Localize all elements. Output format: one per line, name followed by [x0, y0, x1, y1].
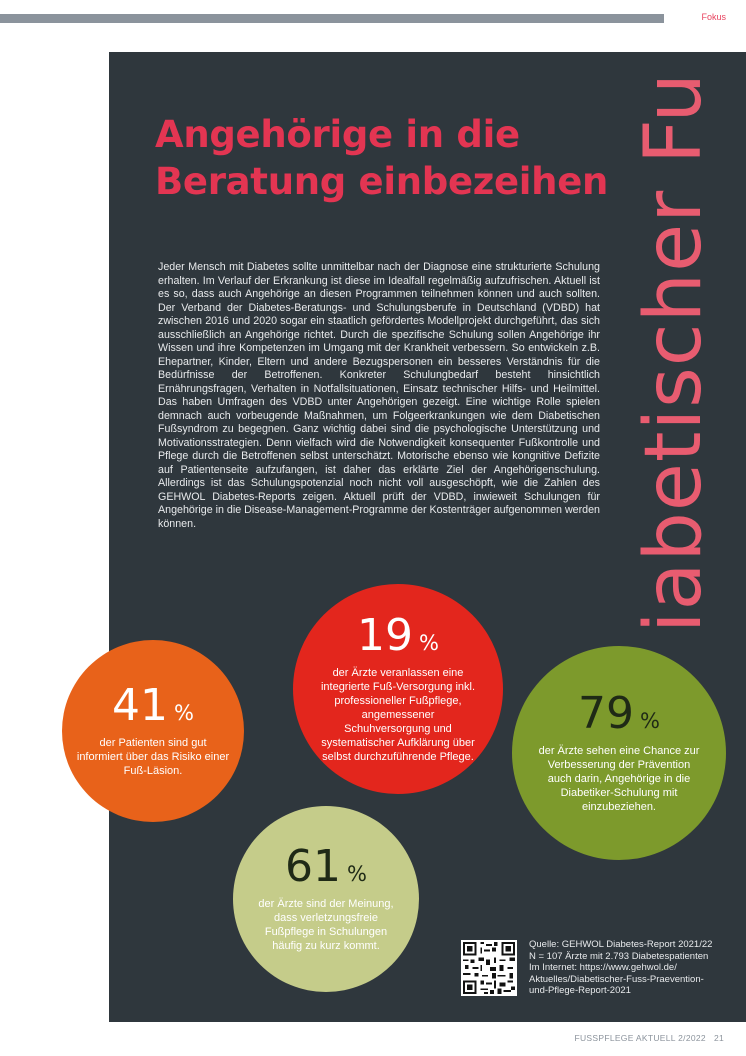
qr-code-icon[interactable] [461, 940, 517, 996]
source-link[interactable]: und-Pflege-Report-2021 [529, 985, 631, 997]
article-panel [109, 52, 746, 1022]
page-number: 21 [713, 1033, 724, 1043]
stat-value: 61% [285, 841, 367, 892]
vertical-title: Diabetischer Fuß [629, 78, 719, 638]
article-body: Jeder Mensch mit Diabetes sollte unmitte… [158, 261, 600, 530]
source-line: Im Internet: https://www.gehwol.de/ [529, 962, 677, 974]
article-headline: Angehörige in die Beratung einbezeihen [155, 113, 609, 203]
stat-circle-79: 79% der Ärzte sehen eine Chance zur Verb… [512, 646, 726, 860]
stat-circle-19: 19% der Ärzte veranlassen eine integrier… [293, 584, 503, 794]
stat-value: 79% [578, 688, 660, 739]
stat-circle-61: 61% der Ärzte sind der Meinung, dass ver… [233, 806, 419, 992]
magazine-name: FUSSPFLEGE AKTUELL 2/2022 [574, 1033, 706, 1043]
source-link[interactable]: Aktuelles/Diabetischer-Fuss-Praevention- [529, 973, 704, 985]
stat-value: 19% [357, 610, 439, 661]
vertical-title-area: Diabetischer Fuß [602, 78, 746, 638]
stat-description: der Patienten sind gut informiert über d… [76, 737, 230, 777]
stat-circle-41: 41% der Patienten sind gut informiert üb… [62, 640, 244, 822]
section-label: Fokus [701, 12, 726, 22]
stat-description: der Ärzte sind der Meinung, dass verletz… [258, 898, 394, 952]
stat-description: der Ärzte sehen eine Chance zur Verbesse… [538, 745, 700, 813]
page-footer: FUSSPFLEGE AKTUELL 2/2022 21 [574, 1033, 724, 1043]
source-line: N = 107 Ärzte mit 2.793 Diabetespatiente… [529, 950, 709, 962]
top-rule [0, 14, 664, 23]
stat-description: der Ärzte veranlassen eine integrierte F… [320, 667, 476, 763]
stat-value: 41% [112, 680, 194, 731]
source-line: Quelle: GEHWOL Diabetes-Report 2021/22 [529, 939, 713, 950]
source-note: Quelle: GEHWOL Diabetes-Report 2021/22 N… [529, 939, 744, 997]
